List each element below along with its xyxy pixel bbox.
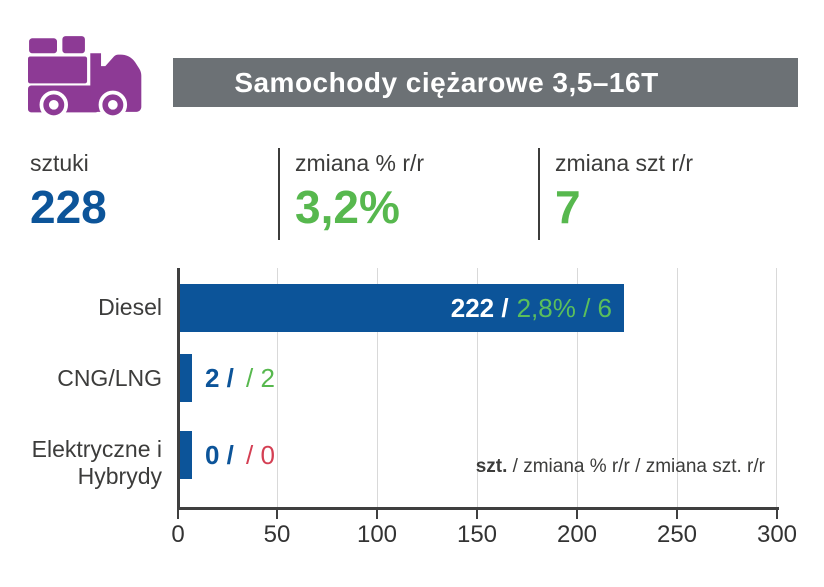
axis-tick bbox=[276, 510, 278, 519]
bar-value-label: 2 / bbox=[205, 362, 234, 393]
truck-icon bbox=[28, 36, 142, 120]
bar-row-electric-hybrid: 0 / / 0 bbox=[177, 431, 777, 479]
legend-description: / zmiana % r/r / zmiana szt. r/r bbox=[507, 456, 765, 477]
page-title: Samochody ciężarowe 3,5–16T bbox=[234, 66, 659, 98]
bar-electric-hybrid bbox=[180, 431, 192, 479]
bar-value-label: 0 / bbox=[205, 439, 234, 470]
bar-row-cng-lng: 2 / / 2 bbox=[177, 354, 777, 402]
wheel-hub bbox=[108, 100, 118, 110]
bar-diesel: 222 / 2,8% / 6 bbox=[180, 284, 624, 332]
gridline-200 bbox=[577, 268, 578, 510]
gridline-250 bbox=[677, 268, 678, 510]
x-axis-line bbox=[177, 507, 779, 510]
gridline-150 bbox=[477, 268, 478, 510]
stat-label: zmiana % r/r bbox=[295, 150, 425, 176]
stat-value: 3,2% bbox=[295, 181, 400, 233]
bar-row-diesel: 222 / 2,8% / 6 bbox=[177, 284, 777, 332]
stat-value: 7 bbox=[555, 181, 581, 233]
bar-change-label: / 0 bbox=[246, 439, 275, 470]
x-tick-label: 50 bbox=[263, 521, 291, 548]
wheel-hub bbox=[48, 100, 59, 110]
y-axis-line bbox=[177, 268, 180, 510]
title-bar: Samochody ciężarowe 3,5–16T bbox=[173, 58, 798, 107]
stat-change-units: zmiana szt r/r 7 bbox=[538, 148, 693, 240]
x-axis-labels: 0 50 100 150 200 250 300 bbox=[171, 521, 797, 553]
bar-change-label: 2,8% / 6 bbox=[516, 292, 612, 323]
x-tick-label: 300 bbox=[756, 521, 798, 548]
axis-tick bbox=[676, 510, 678, 519]
stat-total-units: sztuki 228 bbox=[30, 148, 107, 234]
chart-legend: szt. / zmiana % r/r / zmiana szt. r/r bbox=[476, 456, 765, 478]
axis-tick bbox=[476, 510, 478, 519]
axis-tick bbox=[376, 510, 378, 519]
axis-tick bbox=[576, 510, 578, 519]
axis-tick bbox=[776, 510, 778, 519]
bar-change-label: / 2 bbox=[246, 362, 275, 393]
bar-chart-plot-area: 222 / 2,8% / 6 2 / / 2 0 / / 0 szt. / zm… bbox=[177, 268, 779, 519]
stat-label: zmiana szt r/r bbox=[555, 150, 694, 176]
gridline-300 bbox=[776, 268, 777, 510]
stat-change-percent: zmiana % r/r 3,2% bbox=[278, 148, 424, 240]
category-label-electric-hybrid: Elektryczne i Hybrydy bbox=[31, 436, 162, 489]
stat-value: 228 bbox=[30, 181, 107, 233]
x-tick-label: 100 bbox=[356, 521, 398, 548]
bar-cng-lng bbox=[180, 354, 192, 402]
x-tick-label: 0 bbox=[171, 521, 185, 548]
x-tick-label: 200 bbox=[556, 521, 598, 548]
stat-label: sztuki bbox=[30, 150, 89, 176]
x-tick-label: 250 bbox=[656, 521, 698, 548]
gridline-100 bbox=[377, 268, 378, 510]
category-label-diesel: Diesel bbox=[98, 294, 162, 320]
gridline-50 bbox=[277, 268, 278, 510]
x-tick-label: 150 bbox=[456, 521, 498, 548]
legend-units-label: szt. bbox=[475, 456, 508, 477]
axis-tick bbox=[177, 510, 179, 519]
category-label-cng-lng: CNG/LNG bbox=[57, 365, 162, 391]
bar-value-label: 222 / bbox=[450, 292, 509, 323]
